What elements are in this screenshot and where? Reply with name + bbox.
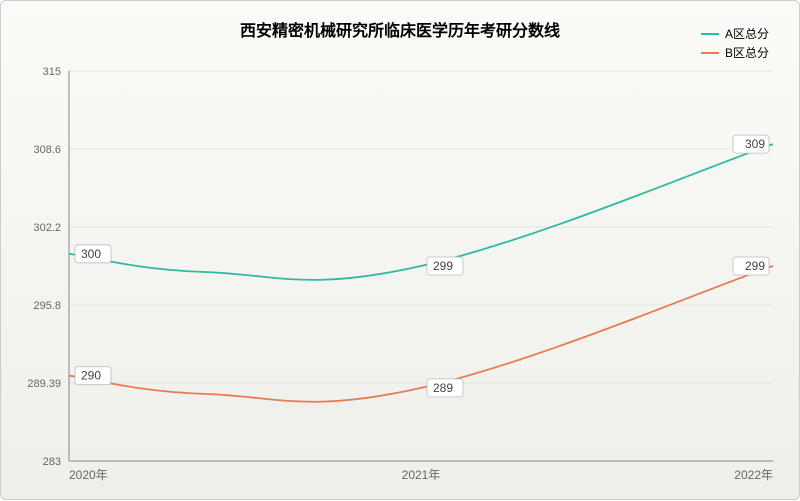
value-label: 309	[745, 137, 765, 151]
plot-area: 283 289.39 295.8 302.2 308.6 315 2020年 2021年 202…	[1, 1, 800, 501]
svg-text:295.8: 295.8	[33, 300, 61, 312]
svg-text:283: 283	[43, 456, 61, 468]
value-label: 289	[433, 381, 453, 395]
value-label: 299	[433, 259, 453, 273]
series-line	[69, 266, 773, 402]
value-label: 300	[81, 247, 101, 261]
svg-text:2022年: 2022年	[734, 468, 773, 482]
value-label: 299	[745, 259, 765, 273]
value-label: 290	[81, 369, 101, 383]
chart-container: 西安精密机械研究所临床医学历年考研分数线 A区总分B区总分 283289.392…	[0, 0, 800, 500]
svg-text:308.6: 308.6	[33, 144, 61, 156]
svg-text:302.2: 302.2	[33, 222, 61, 234]
svg-text:2021年: 2021年	[402, 468, 441, 482]
svg-text:2020年: 2020年	[69, 468, 108, 482]
svg-text:315: 315	[43, 66, 61, 78]
svg-text:289.39: 289.39	[27, 378, 61, 390]
series-line	[69, 144, 773, 280]
